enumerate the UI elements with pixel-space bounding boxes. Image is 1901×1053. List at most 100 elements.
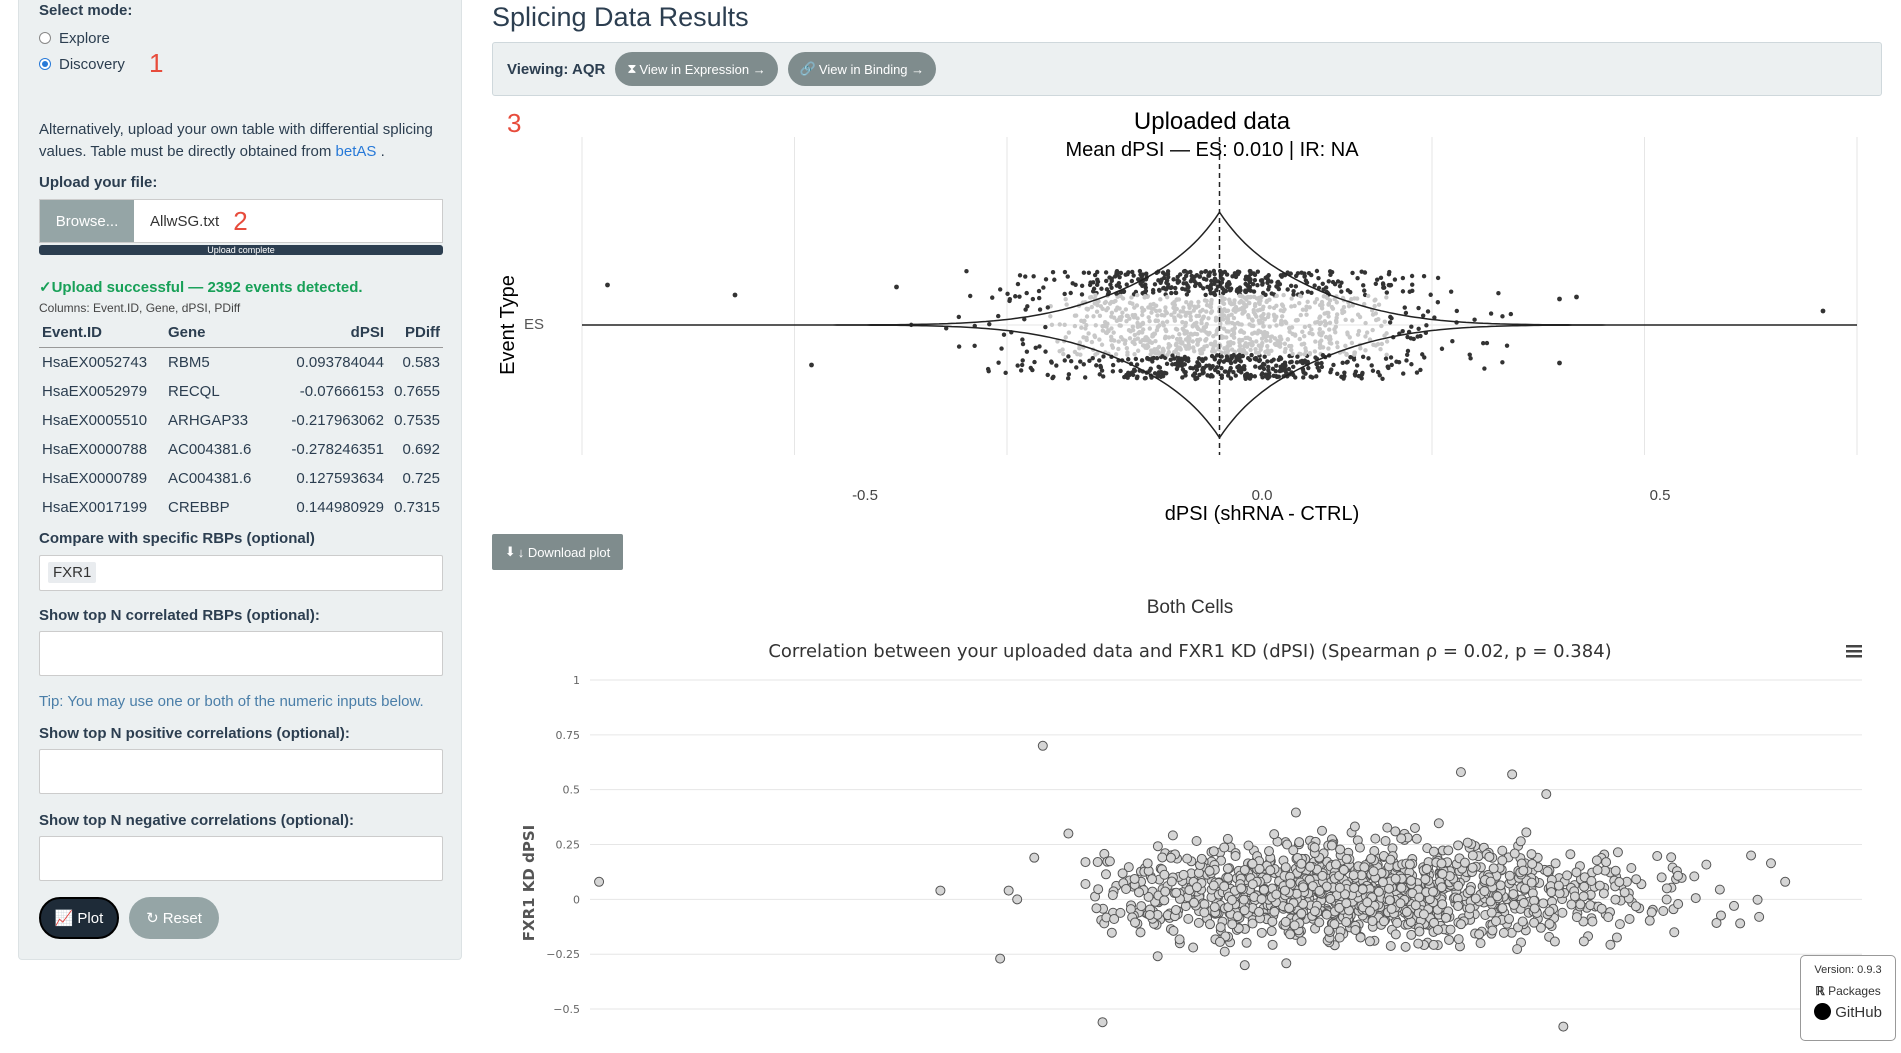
violin-point	[1557, 296, 1562, 302]
scatter-point	[1384, 895, 1395, 906]
scatter-point	[594, 876, 605, 887]
violin-point	[1249, 343, 1255, 348]
violin-point	[1348, 289, 1353, 295]
violin-point	[1212, 271, 1217, 277]
hamburger-menu-icon[interactable]	[1846, 645, 1862, 658]
violin-point	[1030, 296, 1036, 302]
view-in-expression-button[interactable]: ⧗ View in Expression →	[615, 52, 778, 86]
scatter-point	[1193, 917, 1204, 928]
violin-point	[1247, 278, 1252, 283]
violin-point	[1013, 294, 1018, 299]
violin-point	[1163, 308, 1168, 314]
violin-point	[1157, 308, 1162, 313]
violin-point	[1285, 287, 1290, 292]
violin-point	[1007, 296, 1013, 302]
violin-point	[1225, 373, 1231, 378]
compare-rbps-input[interactable]: FXR1	[39, 555, 443, 591]
violin-point	[1252, 272, 1258, 278]
scatter-point	[1167, 830, 1178, 841]
scatter-point	[1307, 881, 1318, 892]
scatter-point	[1362, 897, 1373, 908]
scatter-point	[1355, 932, 1366, 943]
scatter-point	[1236, 883, 1247, 894]
mode-discovery[interactable]: Discovery	[39, 51, 125, 77]
view-in-binding-button[interactable]: 🔗 View in Binding →	[787, 52, 937, 86]
scatter-point	[1144, 909, 1155, 920]
scatter-point	[1366, 853, 1377, 864]
scatter-point	[1152, 951, 1163, 962]
violin-point	[1214, 353, 1220, 358]
scatter-ytick-label: 1	[573, 674, 580, 687]
cell-dpsi: -0.07666153	[299, 383, 384, 400]
radio-discovery[interactable]	[39, 58, 51, 70]
columns-info: Columns: Event.ID, Gene, dPSI, PDiff	[39, 301, 241, 315]
violin-point	[1180, 375, 1185, 380]
violin-point	[1231, 352, 1236, 358]
scatter-point	[1205, 919, 1216, 930]
scatter-point	[1400, 941, 1411, 952]
violin-point	[1036, 288, 1042, 294]
violin-point	[1084, 335, 1089, 341]
violin-point	[1454, 308, 1460, 314]
packages-link[interactable]: ℝ Packages	[1801, 984, 1895, 998]
violin-point	[1092, 333, 1097, 338]
violin-point	[1366, 293, 1371, 299]
violin-point	[1017, 294, 1022, 299]
scatter-point	[935, 885, 946, 896]
scatter-point	[1437, 868, 1448, 879]
violin-point	[1160, 354, 1165, 359]
scatter-point	[1557, 907, 1568, 918]
upload-progress-bar: Upload complete	[39, 245, 443, 255]
top-positive-input[interactable]	[39, 749, 443, 794]
scatter-point	[1690, 893, 1701, 904]
scatter-point	[1219, 881, 1230, 892]
violin-point	[1276, 374, 1281, 379]
top-negative-label: Show top N negative correlations (option…	[39, 812, 355, 829]
violin-point	[1251, 310, 1257, 315]
scatter-point	[1443, 845, 1454, 856]
violin-point	[1152, 331, 1158, 337]
violin-point	[1326, 314, 1331, 319]
cell-gene: AC004381.6	[168, 470, 252, 487]
violin-point	[1169, 312, 1174, 317]
top-negative-input[interactable]	[39, 836, 443, 881]
violin-point	[1233, 359, 1238, 364]
violin-point	[1299, 270, 1304, 275]
browse-button[interactable]: Browse...	[40, 200, 134, 242]
plot-button[interactable]: 📈 Plot	[39, 897, 119, 939]
violin-point	[1409, 324, 1414, 329]
mode-explore[interactable]: Explore	[39, 25, 125, 51]
scatter-point	[1652, 851, 1663, 862]
violin-point	[1180, 286, 1185, 291]
betas-link[interactable]: betAS	[335, 143, 377, 160]
violin-point	[1372, 303, 1377, 309]
violin-point	[1091, 314, 1096, 319]
scatter-point	[1527, 858, 1538, 869]
violin-point	[987, 321, 992, 327]
rbp-tag[interactable]: FXR1	[48, 562, 97, 583]
violin-point	[1165, 352, 1170, 358]
violin-point	[1068, 359, 1074, 364]
download-plot-button[interactable]: ⬇ ↓ Download plot	[492, 534, 623, 570]
violin-point	[1079, 325, 1084, 330]
violin-point	[1448, 289, 1454, 294]
top-n-input[interactable]	[39, 631, 443, 676]
radio-explore[interactable]	[39, 32, 51, 44]
violin-point	[1242, 342, 1248, 348]
violin-point	[1254, 314, 1259, 319]
violin-point	[1130, 269, 1135, 275]
violin-point	[1265, 359, 1270, 364]
violin-point	[1230, 320, 1235, 326]
scatter-point	[1214, 936, 1225, 947]
reset-button[interactable]: ↻ Reset	[129, 897, 219, 939]
violin-point	[1172, 318, 1178, 323]
scatter-point	[1334, 882, 1345, 893]
github-link[interactable]: GitHub	[1801, 1003, 1895, 1021]
violin-point	[1239, 366, 1244, 372]
violin-point	[1057, 322, 1062, 327]
violin-point	[1236, 357, 1242, 363]
file-upload[interactable]: Browse... AllwSG.txt 2	[39, 199, 443, 243]
violin-title: Uploaded data	[1134, 108, 1291, 135]
violin-point	[1031, 274, 1036, 279]
violin-point	[1192, 371, 1198, 376]
